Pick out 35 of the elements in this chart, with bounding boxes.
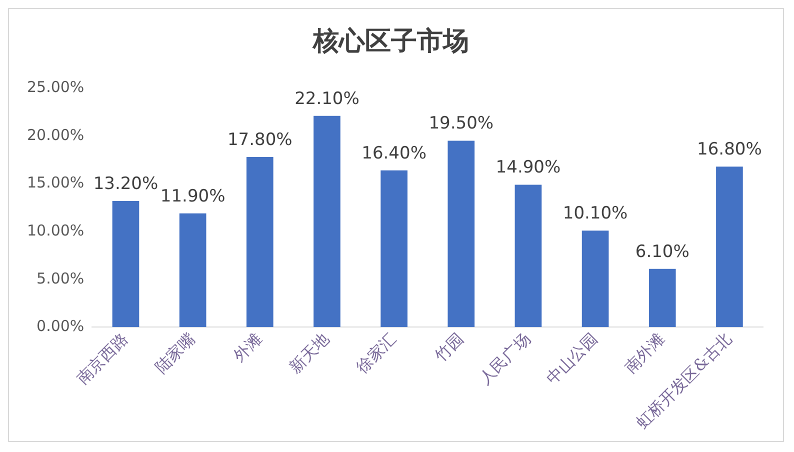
bar: [514, 184, 542, 328]
bar: [246, 157, 274, 328]
y-tick-label: 10.00%: [26, 221, 84, 240]
bar: [582, 230, 609, 328]
data-label: 16.80%: [697, 140, 762, 160]
x-tick-label: 竹园: [430, 329, 467, 366]
bar: [112, 200, 140, 328]
x-tick-label: 陆家嘴: [151, 329, 199, 377]
y-tick-label: 20.00%: [26, 126, 84, 144]
y-tick-label: 5.00%: [36, 269, 84, 288]
x-tick-label: 中山公园: [542, 329, 602, 388]
x-tick-label: 徐家汇: [352, 329, 400, 377]
y-tick-label: 25.00%: [26, 78, 84, 96]
bar: [314, 116, 340, 328]
data-label: 22.10%: [294, 88, 360, 109]
bar: [380, 170, 408, 328]
data-label: 16.40%: [362, 143, 426, 164]
y-tick-label: 0.00%: [36, 317, 84, 336]
bar: [448, 140, 475, 328]
data-label: 6.10%: [635, 242, 690, 262]
x-tick-label: 南外滩: [620, 329, 668, 377]
data-label: 14.90%: [496, 158, 561, 178]
bar: [179, 213, 206, 328]
bar: [648, 268, 676, 328]
data-label: 17.80%: [227, 130, 292, 150]
x-tick-label: 新天地: [285, 329, 333, 377]
bar: [716, 166, 743, 328]
data-label: 13.20%: [93, 174, 158, 194]
chart-title: 核心区子市场: [312, 26, 469, 56]
x-tick-label: 外滩: [230, 329, 266, 366]
data-label: 11.90%: [160, 186, 226, 206]
x-tick-label: 人民广场: [475, 329, 534, 388]
data-label: 10.10%: [562, 204, 628, 224]
data-label: 19.50%: [428, 114, 494, 134]
y-tick-label: 15.00%: [26, 174, 84, 192]
